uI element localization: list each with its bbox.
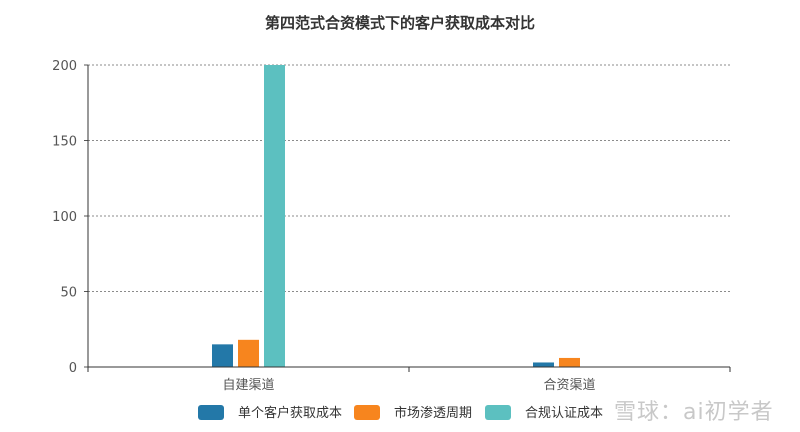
x-tick-label: 自建渠道 [222, 378, 274, 393]
legend: 单个客户获取成本 市场渗透周期 合规认证成本 [198, 405, 603, 421]
y-tick-label: 200 [52, 59, 77, 74]
watermark: 雪球：ai初学者 [614, 400, 774, 425]
legend-label: 市场渗透周期 [394, 405, 472, 421]
y-tick-label: 50 [60, 286, 77, 301]
legend-swatch [354, 405, 380, 420]
legend-swatch [198, 405, 224, 420]
y-tick-label: 0 [69, 361, 77, 376]
chart-title: 第四范式合资模式下的客户获取成本对比 [265, 14, 535, 32]
bars [212, 65, 580, 367]
bar [212, 344, 233, 367]
y-tick-label: 100 [52, 210, 77, 225]
bar [559, 357, 580, 367]
bar [238, 339, 259, 367]
bar [264, 65, 285, 367]
x-axis: 自建渠道 合资渠道 [87, 65, 731, 393]
grid-lines [88, 64, 730, 292]
legend-label: 合规认证成本 [525, 406, 603, 421]
y-axis-ticks: 0 50 100 150 200 [52, 59, 88, 376]
bar [533, 362, 554, 367]
legend-label: 单个客户获取成本 [238, 405, 342, 421]
x-tick-label: 合资渠道 [543, 378, 595, 393]
y-tick-label: 150 [52, 135, 77, 150]
legend-swatch [485, 405, 511, 420]
